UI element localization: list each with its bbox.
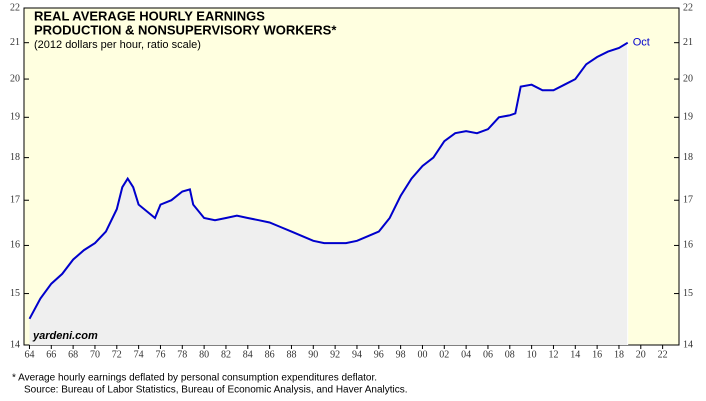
x-tick-label: 68 — [68, 349, 78, 360]
y-tick-label-right: 17 — [683, 195, 693, 206]
x-tick-label: 04 — [461, 349, 471, 360]
x-tick-label: 16 — [592, 349, 602, 360]
area — [29, 42, 628, 345]
y-tick-label-right: 22 — [683, 2, 693, 13]
x-tick-label: 18 — [614, 349, 624, 360]
x-tick-label: 08 — [505, 349, 515, 360]
x-tick-label: 70 — [90, 349, 100, 360]
x-tick-label: 64 — [24, 349, 34, 360]
y-tick-label: 14 — [10, 339, 20, 350]
x-tick-label: 96 — [374, 349, 384, 360]
y-tick-label: 22 — [10, 2, 20, 13]
x-tick-label: 78 — [177, 349, 187, 360]
x-tick-label: 20 — [636, 349, 646, 360]
x-tick-label: 90 — [308, 349, 318, 360]
chart-title: REAL AVERAGE HOURLY EARNINGS — [34, 8, 265, 23]
y-tick-label: 21 — [10, 37, 20, 48]
x-tick-label: 10 — [527, 349, 537, 360]
y-tick-label: 19 — [10, 112, 20, 123]
y-tick-label: 15 — [10, 288, 20, 299]
marks: Oct — [28, 37, 650, 345]
y-tick-label: 16 — [10, 240, 20, 251]
x-tick-label: 88 — [286, 349, 296, 360]
y-tick-label-right: 19 — [683, 112, 693, 123]
x-tick-label: 76 — [155, 349, 165, 360]
x-tick-label: 84 — [243, 349, 253, 360]
x-tick-label: 82 — [221, 349, 231, 360]
footnote: Source: Bureau of Labor Statistics, Bure… — [24, 385, 408, 396]
x-tick-label: 66 — [46, 349, 56, 360]
y-tick-label: 18 — [10, 152, 20, 163]
x-tick-label: 98 — [396, 349, 406, 360]
x-tick-label: 06 — [483, 349, 493, 360]
end-label: Oct — [633, 37, 650, 49]
x-tick-label: 74 — [134, 349, 144, 360]
chart-subtitle: (2012 dollars per hour, ratio scale) — [34, 39, 201, 51]
x-tick-label: 72 — [112, 349, 122, 360]
x-tick-label: 22 — [658, 349, 668, 360]
y-tick-label: 20 — [10, 73, 20, 84]
x-tick-label: 02 — [439, 349, 449, 360]
x-tick-label: 94 — [352, 349, 362, 360]
x-tick-label: 80 — [199, 349, 209, 360]
y-tick-label-right: 15 — [683, 288, 693, 299]
y-tick-label-right: 14 — [683, 339, 693, 350]
x-tick-label: 92 — [330, 349, 340, 360]
line — [28, 41, 629, 320]
x-tick-label: 00 — [417, 349, 427, 360]
y-tick-label-right: 18 — [683, 152, 693, 163]
y-tick-label: 17 — [10, 195, 20, 206]
y-tick-label-right: 21 — [683, 37, 693, 48]
x-tick-label: 12 — [548, 349, 558, 360]
x-tick-label: 86 — [265, 349, 275, 360]
y-tick-label-right: 20 — [683, 73, 693, 84]
watermark: yardeni.com — [32, 330, 98, 342]
y-tick-label-right: 16 — [683, 240, 693, 251]
footnote: * Average hourly earnings deflated by pe… — [12, 373, 377, 384]
chart-title: PRODUCTION & NONSUPERVISORY WORKERS* — [34, 22, 337, 37]
x-tick-label: 14 — [570, 349, 580, 360]
